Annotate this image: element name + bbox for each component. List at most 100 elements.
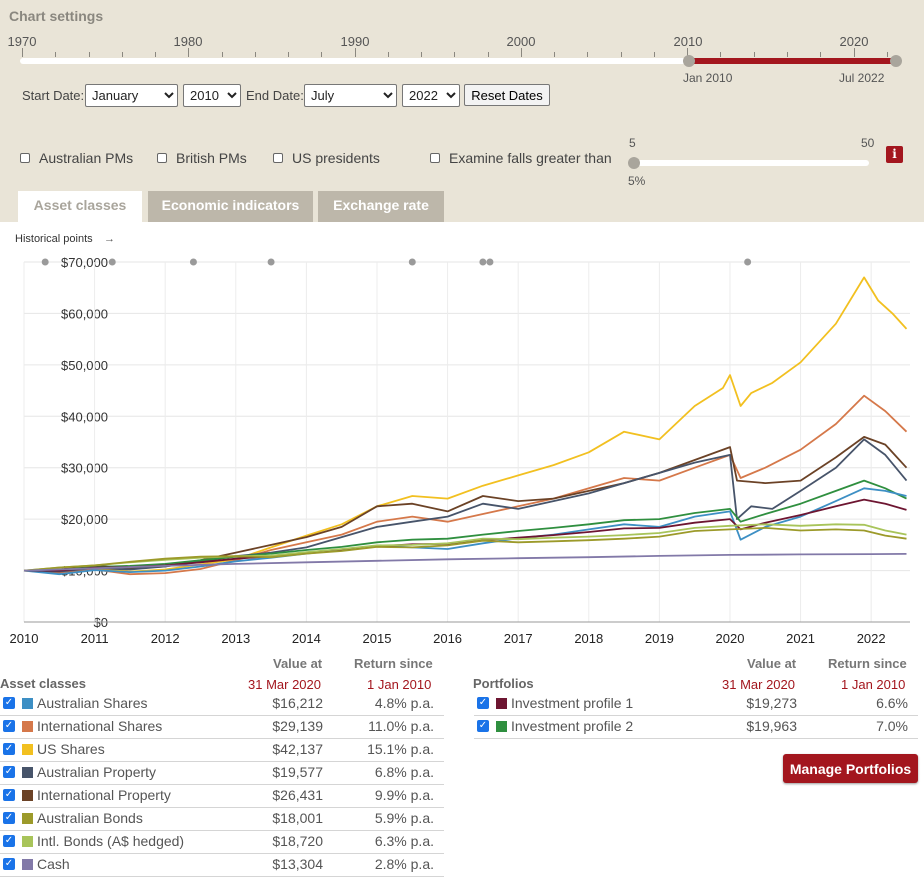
- timeline-end-handle[interactable]: [890, 55, 902, 67]
- checkbox-australian-pms[interactable]: Australian PMs: [20, 150, 133, 166]
- x-tick-label: 2019: [645, 631, 674, 646]
- timeline-tick: [354, 48, 356, 57]
- historical-point: [108, 258, 116, 266]
- start-month-select[interactable]: January: [85, 84, 178, 107]
- checkbox-box[interactable]: [20, 153, 30, 163]
- timeline-tick: [520, 48, 522, 57]
- checkbox-us-presidents[interactable]: US presidents: [273, 150, 380, 166]
- asset-return: 2.8% p.a.: [374, 856, 434, 872]
- check-icon[interactable]: ✓: [477, 697, 489, 709]
- swatch: [22, 859, 33, 870]
- portfolio-return: 6.6%: [876, 695, 908, 711]
- asset-value: $13,304: [272, 856, 323, 872]
- falls-slider-track[interactable]: [631, 160, 869, 166]
- x-tick-label: 2013: [221, 631, 250, 646]
- timeline-tick: [22, 48, 23, 57]
- timeline-tick: [254, 52, 256, 57]
- check-icon[interactable]: ✓: [3, 766, 15, 778]
- series-line: [23, 438, 908, 573]
- table-row[interactable]: ✓ Australian Property $19,577 6.8% p.a.: [0, 763, 444, 785]
- timeline-tick: [886, 52, 888, 57]
- checkbox-box[interactable]: [273, 153, 283, 163]
- check-icon[interactable]: ✓: [3, 697, 15, 709]
- table-row[interactable]: ✓ Cash $13,304 2.8% p.a.: [0, 855, 444, 877]
- reset-dates-button[interactable]: Reset Dates: [464, 84, 550, 106]
- asset-value: $42,137: [272, 741, 323, 757]
- portfolios-col-return-date: 1 Jan 2010: [841, 677, 906, 692]
- tab-economic-indicators[interactable]: Economic indicators: [148, 191, 313, 222]
- tab-asset-classes[interactable]: Asset classes: [18, 191, 142, 222]
- historical-point: [41, 258, 49, 266]
- asset-return: 9.9% p.a.: [374, 787, 434, 803]
- historical-point: [486, 258, 494, 266]
- table-row[interactable]: ✓ US Shares $42,137 15.1% p.a.: [0, 740, 444, 762]
- check-icon[interactable]: ✓: [3, 789, 15, 801]
- checkbox-examine-falls[interactable]: Examine falls greater than: [430, 150, 612, 166]
- y-tick-label: $70,000: [61, 255, 108, 270]
- start-date-label: Start Date:: [22, 88, 85, 103]
- historical-point: [479, 258, 487, 266]
- assets-col-return-header: Return since: [354, 656, 433, 671]
- check-icon[interactable]: ✓: [477, 720, 489, 732]
- series-line: [23, 523, 907, 572]
- swatch: [22, 767, 33, 778]
- check-icon[interactable]: ✓: [3, 743, 15, 755]
- x-tick-label: 2010: [10, 631, 39, 646]
- swatch: [496, 698, 507, 709]
- timeline-tick: [753, 52, 755, 57]
- swatch: [22, 813, 33, 824]
- asset-value: $19,577: [272, 764, 323, 780]
- checkbox-box[interactable]: [430, 153, 440, 163]
- timeline-tick: [288, 52, 290, 57]
- checkbox-box[interactable]: [157, 153, 167, 163]
- falls-slider-handle[interactable]: [628, 157, 640, 169]
- series-line: [23, 436, 908, 572]
- table-row[interactable]: ✓ Australian Shares $16,212 4.8% p.a.: [0, 694, 444, 716]
- timeline-label-1990: 1990: [340, 34, 370, 49]
- checkbox-label: Australian PMs: [39, 150, 134, 166]
- falls-max-label: 50: [861, 136, 875, 150]
- table-row[interactable]: ✓ Intl. Bonds (A$ hedged) $18,720 6.3% p…: [0, 832, 444, 854]
- x-tick-label: 2015: [363, 631, 392, 646]
- check-icon[interactable]: ✓: [3, 858, 15, 870]
- checkbox-british-pms[interactable]: British PMs: [157, 150, 247, 166]
- timeline-tick: [55, 52, 57, 57]
- asset-value: $18,720: [272, 833, 323, 849]
- portfolios-col-return-header: Return since: [828, 656, 907, 671]
- end-year-select[interactable]: 2022: [402, 84, 460, 107]
- asset-name: International Shares: [37, 718, 163, 734]
- chart-settings-panel: Chart settings 1970 1980 1990 2000 2010 …: [0, 0, 924, 222]
- portfolio-value: $19,963: [746, 718, 797, 734]
- table-row[interactable]: ✓ International Property $26,431 9.9% p.…: [0, 786, 444, 808]
- table-row[interactable]: ✓ Australian Bonds $18,001 5.9% p.a.: [0, 809, 444, 831]
- falls-value-label: 5%: [628, 174, 646, 188]
- timeline-tick: [188, 48, 190, 57]
- table-row[interactable]: ✓ International Shares $29,139 11.0% p.a…: [0, 717, 444, 739]
- timeline-tick: [554, 52, 556, 57]
- end-month-select[interactable]: July: [304, 84, 397, 107]
- timeline-selected-range[interactable]: [689, 58, 896, 64]
- x-tick-label: 2014: [292, 631, 321, 646]
- table-row[interactable]: ✓ Investment profile 2 $19,963 7.0%: [474, 717, 918, 739]
- timeline-tick: [321, 52, 323, 57]
- swatch: [22, 836, 33, 847]
- portfolio-value: $19,273: [746, 695, 797, 711]
- check-icon[interactable]: ✓: [3, 835, 15, 847]
- y-tick-label: $50,000: [61, 358, 108, 373]
- timeline-track[interactable]: [20, 58, 900, 64]
- info-icon[interactable]: i: [886, 146, 903, 163]
- assets-col-value-header: Value at: [273, 656, 323, 671]
- y-tick-label: $30,000: [61, 461, 108, 476]
- timeline-label-2000: 2000: [506, 34, 536, 49]
- series-line: [23, 394, 908, 576]
- x-tick-label: 2020: [716, 631, 745, 646]
- tab-exchange-rate[interactable]: Exchange rate: [318, 191, 444, 222]
- y-tick-label: $40,000: [61, 409, 108, 424]
- manage-portfolios-button[interactable]: Manage Portfolios: [783, 754, 918, 783]
- timeline-start-handle[interactable]: [683, 55, 695, 67]
- check-icon[interactable]: ✓: [3, 812, 15, 824]
- table-row[interactable]: ✓ Investment profile 1 $19,273 6.6%: [474, 694, 918, 716]
- range-end-label: Jul 2022: [839, 71, 885, 85]
- check-icon[interactable]: ✓: [3, 720, 15, 732]
- start-year-select[interactable]: 2010: [183, 84, 241, 107]
